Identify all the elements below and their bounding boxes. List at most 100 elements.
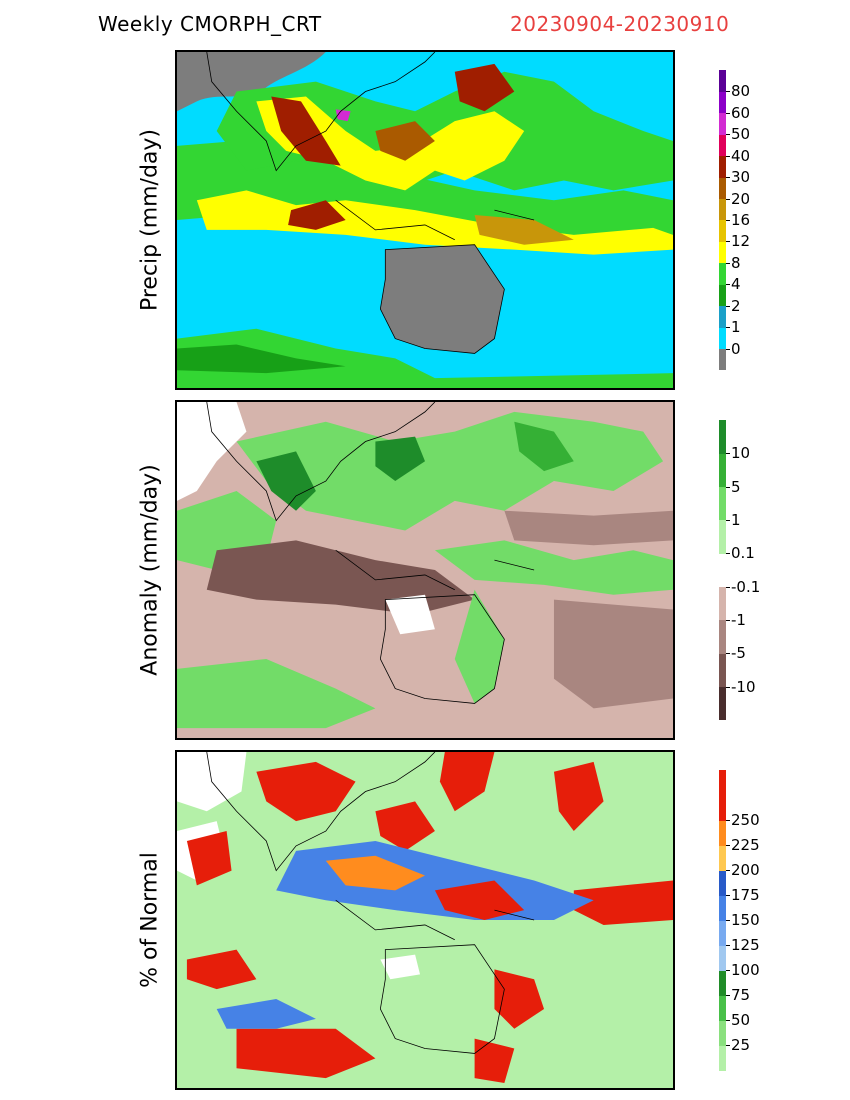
precip-colorbar-label: 12: [731, 232, 751, 251]
anomaly-colorbar-label: -0.1: [731, 577, 761, 596]
percent-colorbar-tick: [726, 820, 730, 821]
percent-red-china: [439, 752, 495, 812]
precip-colorbar-tick: [726, 155, 730, 157]
anomaly-colorbar-label: 1: [731, 511, 741, 529]
precip-colorbar-label: 50: [731, 125, 751, 144]
anomaly-colorbar-tick: [726, 620, 730, 621]
anomaly-colorbar-segment: [719, 653, 726, 688]
precip-colorbar-tick: [726, 284, 730, 286]
anomaly-asia-coast: [206, 402, 436, 522]
anomaly-colorbar-label: 10: [731, 444, 751, 463]
anomaly-colorbar-segment: [719, 686, 726, 721]
percent-colorbar-segment: [719, 995, 726, 1021]
percent-colorbar-label: 125: [731, 936, 760, 954]
anomaly-colorbar-segment: [719, 620, 726, 654]
precip-map-svg: [177, 52, 673, 388]
precip-dry-north: [177, 52, 326, 112]
percent-colorbar-label: 175: [731, 886, 760, 904]
precip-australia-dry: [380, 244, 505, 354]
precip-colorbar-segment: [719, 305, 726, 328]
anomaly-colorbar-label: -1: [731, 611, 746, 629]
anomaly-ylabel: Anomaly (mm/day): [137, 464, 163, 676]
percent-map: [175, 750, 675, 1090]
anomaly-dry-belt: [206, 540, 475, 615]
percent-islands-coast: [335, 899, 535, 941]
precip-colorbar-segment: [719, 241, 726, 264]
percent-colorbar-tick: [726, 895, 730, 896]
percent-colorbar-segment: [719, 920, 726, 946]
anomaly-colorbar-tick: [726, 686, 730, 688]
anomaly-map: [175, 400, 675, 740]
anomaly-green-east: [434, 540, 673, 595]
precip-region-yellow: [256, 96, 525, 191]
anomaly-colorbar-tick: [726, 486, 730, 488]
precip-colorbar: 0 1 2 4 8 12 16 20 30 40 50 60 80: [719, 70, 750, 371]
precip-colorbar-segment: [719, 70, 726, 92]
percent-red-south: [236, 1028, 376, 1079]
precip-colorbar-label: 0: [731, 339, 741, 358]
anomaly-pacific-wet: [514, 421, 574, 472]
percent-colorbar-segment: [719, 945, 726, 971]
percent-red-pacific: [553, 761, 604, 832]
anomaly-australia-outline: [379, 594, 505, 704]
percent-ylabel: % of Normal: [137, 852, 163, 988]
percent-colorbar-label: 200: [731, 861, 760, 879]
percent-colorbar-tick: [726, 845, 730, 846]
anomaly-colorbar-segment: [719, 486, 726, 521]
precip-colorbar-tick: [726, 327, 730, 329]
percent-colorbar-tick: [726, 995, 730, 996]
anomaly-colorbar: -10 -5 -1 -0.1 0.1 1 5 10: [719, 420, 760, 721]
anomaly-colorbar-label: -5: [731, 644, 746, 663]
precip-colorbar-label: 60: [731, 103, 751, 122]
anomaly-colorbar-tick: [726, 586, 730, 588]
anomaly-colorbar-segment: [719, 586, 726, 621]
precip-south-belt-dark: [177, 344, 346, 374]
percent-colorbar-tick: [726, 920, 730, 921]
precip-colorbar-tick: [726, 241, 730, 243]
anomaly-colorbar-label: -10: [731, 677, 756, 696]
percent-red-india-north: [256, 761, 356, 822]
anomaly-colorbar-tick: [726, 553, 730, 555]
anomaly-white-australia: [385, 594, 435, 635]
precip-colorbar-segment: [719, 220, 726, 242]
precip-colorbar-segment: [719, 112, 726, 135]
percent-colorbar-tick: [726, 870, 730, 871]
percent-colorbar-segment: [719, 845, 726, 871]
precip-colorbar-label: 20: [731, 189, 751, 208]
percent-colorbar-label: 250: [731, 811, 760, 829]
precip-sumatra-heavy: [288, 200, 346, 230]
precip-colorbar-label: 40: [731, 146, 751, 165]
precip-png-heavy: [474, 215, 574, 245]
precip-islands-coast: [335, 199, 535, 241]
anomaly-indochina-wet: [375, 436, 425, 482]
percent-red-bay: [375, 801, 435, 851]
precip-colorbar-label: 4: [731, 275, 741, 294]
percent-colorbar-label: 150: [731, 911, 760, 929]
percent-colorbar-label: 75: [731, 986, 751, 1004]
precip-colorbar-tick: [726, 305, 730, 307]
percent-colorbar-label: 225: [731, 836, 760, 854]
precip-south-belt: [177, 328, 673, 388]
anomaly-colorbar-label: 0.1: [731, 544, 755, 563]
precip-map: [175, 50, 675, 390]
precip-colorbar-segment: [719, 348, 726, 371]
percent-colorbar-label: 25: [731, 1036, 751, 1054]
percent-red-south-2: [474, 1038, 515, 1084]
anomaly-colorbar-tick: [726, 453, 730, 455]
anomaly-green-south: [177, 658, 376, 729]
anomaly-colorbar-segment: [719, 553, 726, 588]
percent-white-australia: [380, 954, 421, 980]
precip-colorbar-label: 30: [731, 168, 751, 187]
percent-asia-coast: [206, 752, 436, 872]
anomaly-green-australia: [454, 589, 505, 704]
percent-colorbar-segment: [719, 795, 726, 821]
anomaly-dry-east: [504, 510, 673, 546]
precip-colorbar-segment: [719, 134, 726, 157]
precip-colorbar-label: 1: [731, 318, 741, 337]
precip-indochina-heavy: [375, 121, 435, 161]
percent-red-maritime: [434, 880, 525, 920]
percent-map-svg: [177, 752, 673, 1088]
percent-red-east: [573, 880, 673, 925]
precip-colorbar-tick: [726, 91, 730, 93]
anomaly-colorbar-tick: [726, 520, 730, 521]
